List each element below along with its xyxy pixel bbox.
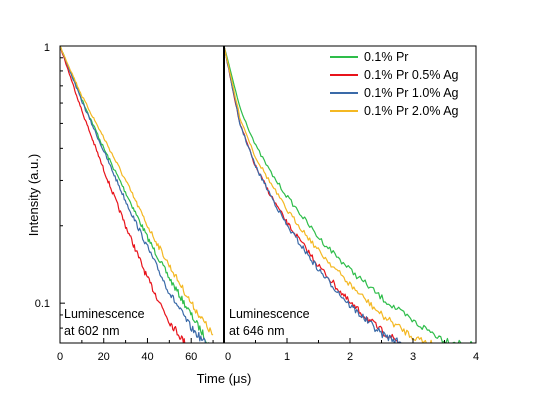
x-tick-label-right-3: 3	[410, 351, 416, 363]
series-line-p0-0	[60, 46, 210, 343]
legend-label-1: 0.1% Pr 0.5% Ag	[364, 68, 459, 82]
legend: 0.1% Pr 0.1% Pr 0.5% Ag 0.1% Pr 1.0% Ag …	[330, 50, 459, 118]
series-line-p1-2	[224, 46, 402, 343]
x-tick-label-left-1: 20	[98, 351, 110, 363]
series-layer	[60, 46, 473, 343]
legend-label-3: 0.1% Pr 2.0% Ag	[364, 104, 459, 118]
plot-frame	[59, 45, 477, 344]
x-tick-label-right-1: 1	[284, 351, 290, 363]
annotation-left-line2: at 602 nm	[64, 324, 120, 338]
y-tick-label-1: 1	[44, 42, 50, 54]
series-line-p0-3	[60, 46, 214, 336]
x-tick-label-right-2: 2	[347, 351, 353, 363]
annotation-left-line1: Luminescence	[64, 307, 145, 321]
axis-ticks	[59, 45, 477, 343]
x-tick-label-right-4: 4	[473, 351, 479, 363]
series-line-p1-0	[224, 46, 473, 343]
series-line-p0-2	[60, 46, 207, 343]
x-axis-title: Time (μs)	[197, 371, 252, 386]
panel-0-series	[60, 46, 214, 343]
annotation-right-line2: at 646 nm	[229, 324, 285, 338]
plot-border	[59, 45, 477, 344]
x-tick-label-left-0: 0	[57, 351, 63, 363]
x-tick-label-left-2: 40	[141, 351, 153, 363]
x-tick-label-left-3: 60	[185, 351, 197, 363]
series-line-p0-1	[60, 46, 186, 343]
series-line-p1-3	[224, 46, 433, 343]
panel-1-series	[224, 46, 473, 343]
legend-label-0: 0.1% Pr	[364, 50, 408, 64]
legend-label-2: 0.1% Pr 1.0% Ag	[364, 86, 459, 100]
y-tick-label-0: 0.1	[35, 298, 50, 310]
annotation-right-line1: Luminescence	[229, 307, 310, 321]
x-tick-label-right-0: 0	[225, 351, 231, 363]
y-axis-title: Intensity (a.u.)	[26, 154, 41, 236]
